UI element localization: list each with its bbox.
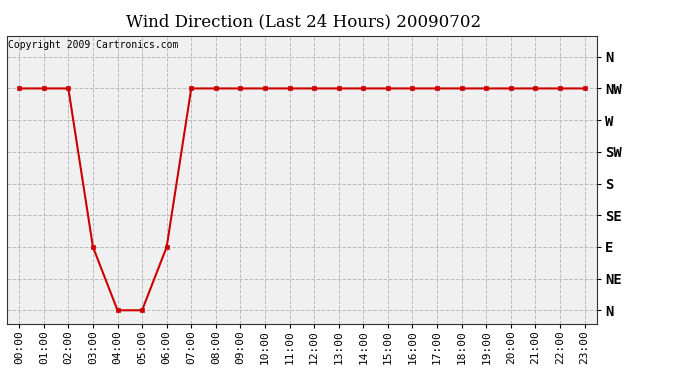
- Text: Wind Direction (Last 24 Hours) 20090702: Wind Direction (Last 24 Hours) 20090702: [126, 13, 481, 30]
- Text: Copyright 2009 Cartronics.com: Copyright 2009 Cartronics.com: [8, 40, 179, 50]
